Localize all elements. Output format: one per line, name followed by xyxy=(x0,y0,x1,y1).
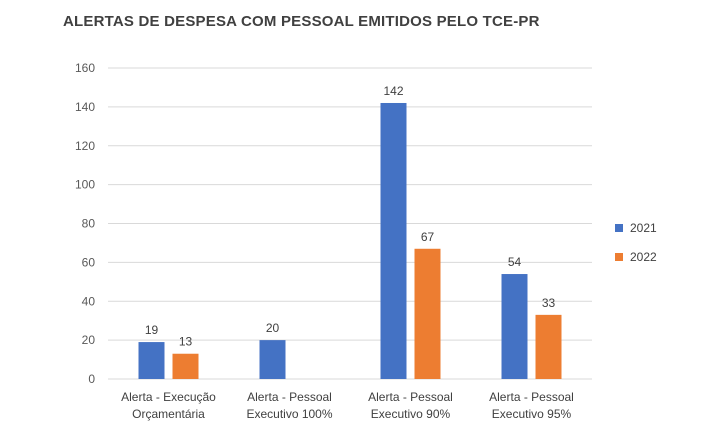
bar-2021 xyxy=(138,342,165,379)
bars xyxy=(138,102,562,380)
y-tick-label: 140 xyxy=(75,100,95,114)
bar-2021 xyxy=(380,102,407,380)
y-tick-label: 0 xyxy=(88,372,95,386)
x-category-label: Executivo 95% xyxy=(492,407,572,421)
y-tick-label: 160 xyxy=(75,61,95,75)
chart-title: ALERTAS DE DESPESA COM PESSOAL EMITIDOS … xyxy=(63,13,540,30)
x-category-label: Alerta - Execução xyxy=(121,390,216,404)
x-axis-labels: Alerta - Execução Orçamentária Alerta - Pe… xyxy=(121,390,574,421)
legend-swatch-2021 xyxy=(615,224,623,232)
x-category-label: Executivo 100% xyxy=(246,407,332,421)
y-tick-label: 80 xyxy=(82,217,96,231)
data-label: 67 xyxy=(421,230,435,244)
data-label: 13 xyxy=(179,335,193,349)
bar-2021 xyxy=(259,340,286,379)
y-tick-label: 100 xyxy=(75,178,95,192)
data-label: 20 xyxy=(266,321,280,335)
y-tick-label: 120 xyxy=(75,139,95,153)
y-tick-label: 20 xyxy=(82,333,96,347)
legend-label-2022: 2022 xyxy=(630,250,657,264)
bar-2022 xyxy=(172,353,199,379)
legend: 2021 2022 xyxy=(615,221,657,264)
y-axis-ticks: 0 20 40 60 80 100 120 140 160 xyxy=(75,61,95,386)
legend-swatch-2022 xyxy=(615,253,623,261)
x-category-label: Orçamentária xyxy=(132,407,205,421)
bar-2021 xyxy=(501,274,528,379)
y-tick-label: 60 xyxy=(82,255,96,269)
x-category-label: Alerta - Pessoal xyxy=(247,390,332,404)
x-category-label: Executivo 90% xyxy=(371,407,451,421)
x-category-label: Alerta - Pessoal xyxy=(489,390,574,404)
data-label: 33 xyxy=(542,296,556,310)
data-label: 54 xyxy=(508,255,522,269)
y-tick-label: 40 xyxy=(82,294,96,308)
data-labels: 19 13 20 142 67 54 33 xyxy=(145,84,556,349)
data-label: 19 xyxy=(145,323,159,337)
x-category-label: Alerta - Pessoal xyxy=(368,390,453,404)
legend-label-2021: 2021 xyxy=(630,221,657,235)
bar-2022 xyxy=(535,314,562,379)
data-label: 142 xyxy=(383,84,403,98)
bar-2022 xyxy=(414,248,441,379)
